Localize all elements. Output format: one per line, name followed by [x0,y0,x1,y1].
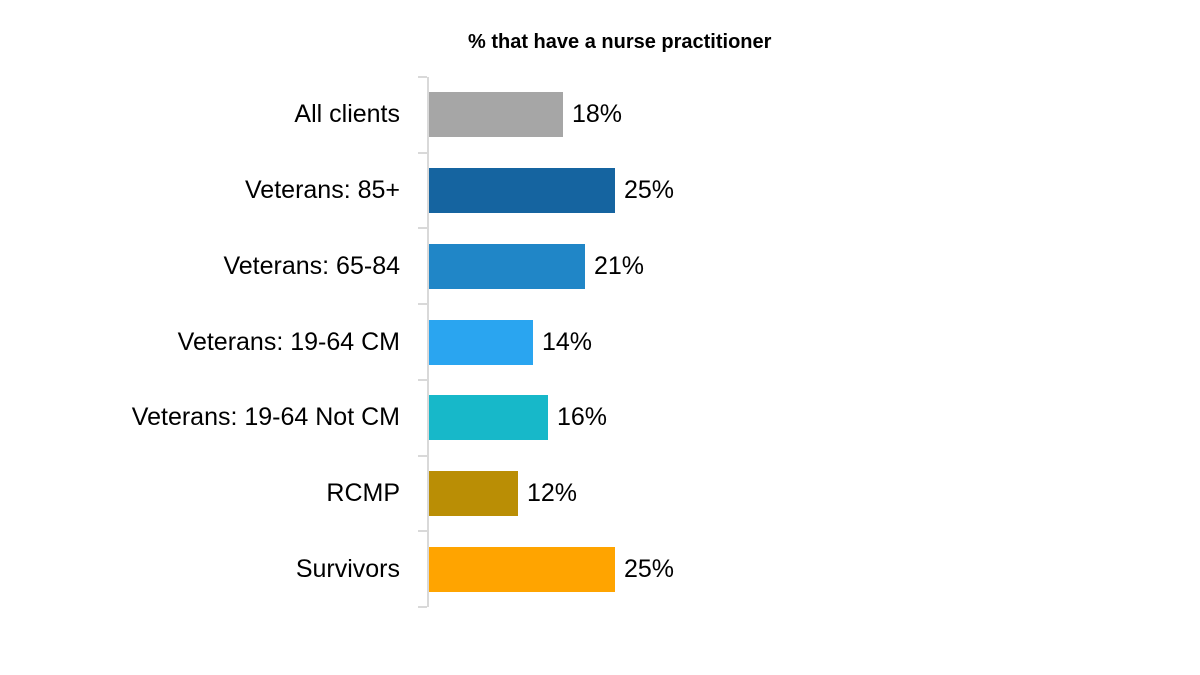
axis-tick [418,76,427,78]
bar [429,243,585,289]
value-label: 16% [557,403,608,432]
category-axis-line [427,77,429,607]
value-label: 14% [542,327,593,356]
axis-tick [418,303,427,306]
bar [429,319,533,365]
bar [429,168,615,214]
category-label: Survivors [295,554,400,583]
axis-tick [418,151,427,154]
value-label: 25% [624,554,675,583]
axis-tick [418,378,427,381]
category-label: Veterans: 19-64 Not CM [131,403,400,432]
category-label: Veterans: 85+ [245,176,400,205]
chart-title: % that have a nurse practitioner [468,31,772,53]
value-label: 25% [624,176,675,205]
bar [429,470,518,516]
axis-tick [418,530,427,533]
value-label: 12% [527,478,578,507]
axis-tick [418,606,427,608]
bar [429,395,548,441]
bar [429,546,615,592]
axis-tick [418,227,427,230]
bar [429,92,563,138]
category-label: Veterans: 65-84 [223,251,400,280]
value-label: 18% [572,100,623,129]
category-label: RCMP [326,478,400,507]
axis-tick [418,454,427,457]
category-label: All clients [294,100,400,129]
value-label: 21% [594,251,645,280]
category-label: Veterans: 19-64 CM [177,327,400,356]
